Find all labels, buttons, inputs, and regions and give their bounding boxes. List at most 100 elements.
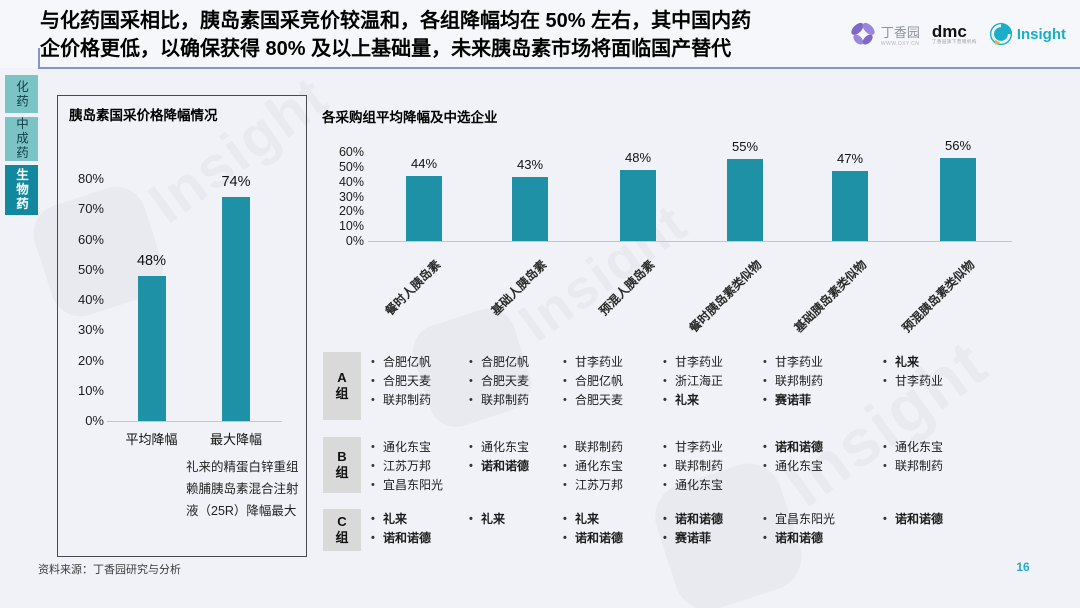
insight-wordmark: Insight — [1016, 25, 1066, 43]
source-note: 资料来源：丁香园研究与分析 — [38, 564, 181, 576]
company-item: • 通化东宝 — [562, 457, 672, 476]
bullet-icon: • — [563, 375, 567, 387]
company-item: • 通化东宝 — [370, 438, 480, 457]
company-item: • 礼来 — [468, 510, 578, 529]
bullet-icon: • — [883, 375, 887, 387]
company-item: • 江苏万邦 — [562, 476, 672, 495]
left-chart-annotation: 礼来的精蛋白锌重组赖脯胰岛素混合注射液（25R）降幅最大 — [186, 460, 299, 518]
y-tick: 40% — [77, 292, 104, 307]
y-tick: 50% — [77, 261, 104, 277]
bar — [406, 175, 442, 241]
y-tick: 60% — [77, 231, 104, 247]
table-cell: • 宜昌东阳光 • 诺和诺德 — [762, 510, 872, 548]
bullet-icon: • — [371, 441, 375, 453]
table-cell: • 通化东宝 • 江苏万邦 • 宜昌东阳光 — [370, 438, 480, 495]
company-item: • 联邦制药 — [882, 457, 992, 476]
bullet-icon: • — [663, 441, 667, 453]
bar — [727, 159, 763, 241]
table-cell: • 礼来 • 诺和诺德 — [562, 510, 672, 548]
bar — [940, 157, 976, 241]
company-item: • 礼来 — [562, 510, 672, 529]
bullet-icon: • — [563, 460, 567, 472]
y-tick: 10% — [338, 219, 364, 234]
bullet-icon: • — [371, 479, 375, 491]
dxy-wordmark: 丁香园 — [880, 24, 920, 40]
company-item: • 诺和诺德 — [762, 438, 872, 457]
dxy-logo: 丁香园 WWW.DXY.CN — [849, 20, 920, 48]
table-cell: • 诺和诺德 — [882, 510, 992, 529]
bullet-icon: • — [469, 460, 473, 472]
left-chart-title: 胰岛素国采价格降幅情况 — [69, 108, 218, 123]
company-item: • 诺和诺德 — [468, 457, 578, 476]
x-category: 最大降幅 — [209, 432, 262, 447]
company-item: • 合肥天麦 — [370, 372, 480, 391]
bar-value: 48% — [624, 149, 652, 165]
bullet-icon: • — [371, 375, 375, 387]
bar-value: 55% — [731, 139, 759, 155]
bullet-icon: • — [469, 441, 473, 453]
company-item: • 甘李药业 — [562, 353, 672, 372]
header-rule — [38, 67, 1080, 69]
company-item: • 联邦制药 — [562, 438, 672, 457]
company-item: • 合肥亿帆 — [562, 372, 672, 391]
bullet-icon: • — [563, 479, 567, 491]
bullet-icon: • — [563, 356, 567, 368]
company-item: • 礼来 — [370, 510, 480, 529]
tab-chemical-drugs[interactable]: 化药 — [5, 75, 38, 113]
bullet-icon: • — [763, 532, 767, 544]
y-tick: 0% — [85, 413, 104, 428]
bullet-icon: • — [469, 375, 473, 387]
table-cell: • 甘李药业 • 联邦制药 • 通化东宝 — [662, 438, 772, 495]
brand-logos: 丁香园 WWW.DXY.CN dmc 丁香园旗下营销机构 Insight — [849, 20, 1066, 48]
bar — [512, 177, 548, 241]
company-item: • 合肥天麦 — [562, 391, 672, 410]
bullet-icon: • — [763, 513, 767, 525]
bullet-icon: • — [371, 460, 375, 472]
right-chart-title: 各采购组平均降幅及中选企业 — [322, 110, 498, 125]
tab-biologics[interactable]: 生物药 — [5, 165, 38, 215]
company-item: • 礼来 — [882, 353, 992, 372]
bullet-icon: • — [469, 356, 473, 368]
company-item: • 赛诺菲 — [662, 529, 772, 548]
bullet-icon: • — [563, 513, 567, 525]
table-cell: • 礼来 • 诺和诺德 — [370, 510, 480, 548]
company-item: • 诺和诺德 — [882, 510, 992, 529]
table-cell: • 合肥亿帆 • 合肥天麦 • 联邦制药 — [370, 353, 480, 410]
bullet-icon: • — [371, 356, 375, 368]
table-cell: • 礼来 • 甘李药业 — [882, 353, 992, 391]
company-item: • 甘李药业 — [662, 438, 772, 457]
bullet-icon: • — [371, 394, 375, 406]
table-cell: • 诺和诺德 • 赛诺菲 — [662, 510, 772, 548]
company-item: • 宜昌东阳光 — [370, 476, 480, 495]
bullet-icon: • — [663, 460, 667, 472]
bar — [137, 275, 166, 421]
company-item: • 诺和诺德 — [370, 529, 480, 548]
bullet-icon: • — [663, 532, 667, 544]
header-rule-tick — [38, 48, 40, 67]
company-item: • 联邦制药 — [662, 457, 772, 476]
company-item: • 通化东宝 — [882, 438, 992, 457]
company-item: • 宜昌东阳光 — [762, 510, 872, 529]
bullet-icon: • — [469, 513, 473, 525]
dxy-url: WWW.DXY.CN — [880, 40, 920, 47]
company-item: • 礼来 — [662, 391, 772, 410]
bullet-icon: • — [371, 532, 375, 544]
left-chart-axis-line — [107, 421, 282, 422]
bullet-icon: • — [883, 513, 887, 525]
company-item: • 浙江海正 — [662, 372, 772, 391]
tab-traditional-chinese-medicine[interactable]: 中成药 — [5, 117, 38, 161]
group-label: B 组 — [323, 437, 361, 493]
company-item: • 通化东宝 — [468, 438, 578, 457]
bar-value: 44% — [410, 155, 438, 171]
insight-logo: Insight — [989, 22, 1066, 46]
table-cell: • 甘李药业 • 浙江海正 • 礼来 — [662, 353, 772, 410]
dmc-logo: dmc 丁香园旗下营销机构 — [932, 23, 977, 45]
company-item: • 联邦制药 — [762, 372, 872, 391]
company-item: • 江苏万邦 — [370, 457, 480, 476]
bullet-icon: • — [563, 441, 567, 453]
table-cell: • 通化东宝 • 诺和诺德 — [468, 438, 578, 476]
company-item: • 联邦制药 — [370, 391, 480, 410]
left-chart-panel — [57, 95, 307, 557]
